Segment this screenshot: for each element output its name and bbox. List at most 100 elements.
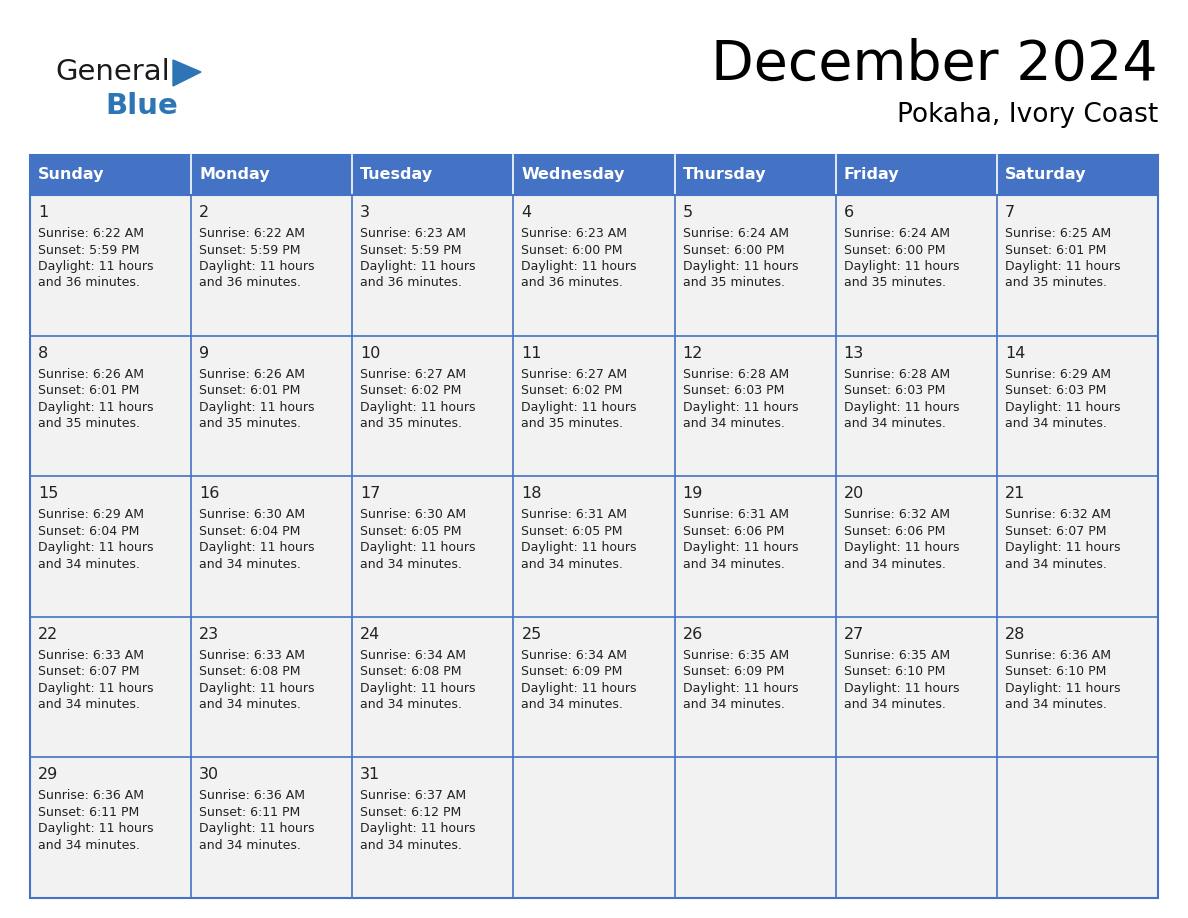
Text: Sunset: 6:03 PM: Sunset: 6:03 PM	[683, 384, 784, 397]
Text: Sunrise: 6:31 AM: Sunrise: 6:31 AM	[683, 509, 789, 521]
Text: Sunrise: 6:35 AM: Sunrise: 6:35 AM	[683, 649, 789, 662]
Text: Monday: Monday	[200, 167, 270, 183]
Text: and 35 minutes.: and 35 minutes.	[522, 417, 624, 431]
Polygon shape	[173, 60, 201, 86]
Text: Sunset: 6:09 PM: Sunset: 6:09 PM	[522, 666, 623, 678]
Text: 31: 31	[360, 767, 380, 782]
Text: Daylight: 11 hours: Daylight: 11 hours	[522, 682, 637, 695]
Text: Daylight: 11 hours: Daylight: 11 hours	[360, 260, 475, 273]
Bar	[353, 195, 513, 336]
Text: Sunrise: 6:36 AM: Sunrise: 6:36 AM	[1005, 649, 1111, 662]
Text: and 36 minutes.: and 36 minutes.	[522, 276, 624, 289]
Bar	[675, 336, 835, 476]
Text: Sunset: 6:12 PM: Sunset: 6:12 PM	[360, 806, 461, 819]
Text: 28: 28	[1005, 627, 1025, 642]
Text: Sunrise: 6:22 AM: Sunrise: 6:22 AM	[200, 227, 305, 240]
Text: Daylight: 11 hours: Daylight: 11 hours	[1005, 542, 1120, 554]
Bar	[30, 336, 191, 476]
Text: Friday: Friday	[843, 167, 899, 183]
Text: and 35 minutes.: and 35 minutes.	[38, 417, 140, 431]
Text: Thursday: Thursday	[683, 167, 766, 183]
Text: Sunset: 6:08 PM: Sunset: 6:08 PM	[200, 666, 301, 678]
Text: 29: 29	[38, 767, 58, 782]
Text: Daylight: 11 hours: Daylight: 11 hours	[38, 682, 153, 695]
Bar	[835, 155, 997, 195]
Bar	[675, 757, 835, 898]
Text: Sunset: 6:05 PM: Sunset: 6:05 PM	[360, 525, 462, 538]
Text: and 34 minutes.: and 34 minutes.	[1005, 699, 1107, 711]
Text: 5: 5	[683, 205, 693, 220]
Bar	[835, 757, 997, 898]
Text: Sunset: 5:59 PM: Sunset: 5:59 PM	[38, 243, 139, 256]
Text: Sunset: 6:00 PM: Sunset: 6:00 PM	[522, 243, 623, 256]
Text: Sunset: 5:59 PM: Sunset: 5:59 PM	[200, 243, 301, 256]
Text: Sunrise: 6:33 AM: Sunrise: 6:33 AM	[38, 649, 144, 662]
Text: 14: 14	[1005, 345, 1025, 361]
Text: Daylight: 11 hours: Daylight: 11 hours	[200, 260, 315, 273]
Bar	[997, 757, 1158, 898]
Bar	[353, 155, 513, 195]
Text: Daylight: 11 hours: Daylight: 11 hours	[843, 682, 959, 695]
Text: Daylight: 11 hours: Daylight: 11 hours	[38, 260, 153, 273]
Text: and 34 minutes.: and 34 minutes.	[200, 839, 301, 852]
Text: 9: 9	[200, 345, 209, 361]
Text: 24: 24	[360, 627, 380, 642]
Text: Sunset: 6:01 PM: Sunset: 6:01 PM	[1005, 243, 1106, 256]
Text: Sunrise: 6:30 AM: Sunrise: 6:30 AM	[360, 509, 467, 521]
Text: Daylight: 11 hours: Daylight: 11 hours	[683, 260, 798, 273]
Bar	[997, 476, 1158, 617]
Text: and 34 minutes.: and 34 minutes.	[200, 558, 301, 571]
Text: 21: 21	[1005, 487, 1025, 501]
Text: Blue: Blue	[105, 92, 178, 120]
Text: Sunset: 6:09 PM: Sunset: 6:09 PM	[683, 666, 784, 678]
Text: Sunset: 6:00 PM: Sunset: 6:00 PM	[683, 243, 784, 256]
Text: and 34 minutes.: and 34 minutes.	[360, 558, 462, 571]
Text: Sunrise: 6:28 AM: Sunrise: 6:28 AM	[683, 367, 789, 381]
Bar	[675, 476, 835, 617]
Text: 4: 4	[522, 205, 531, 220]
Text: Sunrise: 6:24 AM: Sunrise: 6:24 AM	[683, 227, 789, 240]
Text: General: General	[55, 58, 170, 86]
Text: Sunset: 6:04 PM: Sunset: 6:04 PM	[200, 525, 301, 538]
Bar	[513, 617, 675, 757]
Text: 20: 20	[843, 487, 864, 501]
Bar	[835, 476, 997, 617]
Text: 10: 10	[360, 345, 380, 361]
Text: Sunday: Sunday	[38, 167, 105, 183]
Text: Daylight: 11 hours: Daylight: 11 hours	[843, 400, 959, 414]
Text: Sunset: 6:07 PM: Sunset: 6:07 PM	[1005, 525, 1106, 538]
Text: and 34 minutes.: and 34 minutes.	[843, 417, 946, 431]
Text: Sunrise: 6:26 AM: Sunrise: 6:26 AM	[200, 367, 305, 381]
Text: Sunrise: 6:27 AM: Sunrise: 6:27 AM	[360, 367, 467, 381]
Text: Sunrise: 6:30 AM: Sunrise: 6:30 AM	[200, 509, 305, 521]
Bar	[30, 155, 191, 195]
Text: Sunset: 5:59 PM: Sunset: 5:59 PM	[360, 243, 462, 256]
Text: Sunset: 6:11 PM: Sunset: 6:11 PM	[200, 806, 301, 819]
Text: Wednesday: Wednesday	[522, 167, 625, 183]
Text: and 34 minutes.: and 34 minutes.	[38, 558, 140, 571]
Text: Daylight: 11 hours: Daylight: 11 hours	[843, 260, 959, 273]
Text: and 34 minutes.: and 34 minutes.	[1005, 417, 1107, 431]
Text: 6: 6	[843, 205, 854, 220]
Text: and 34 minutes.: and 34 minutes.	[38, 699, 140, 711]
Text: Sunset: 6:08 PM: Sunset: 6:08 PM	[360, 666, 462, 678]
Text: Sunset: 6:03 PM: Sunset: 6:03 PM	[1005, 384, 1106, 397]
Text: Saturday: Saturday	[1005, 167, 1086, 183]
Text: and 36 minutes.: and 36 minutes.	[200, 276, 301, 289]
Text: Daylight: 11 hours: Daylight: 11 hours	[360, 823, 475, 835]
Text: Sunrise: 6:26 AM: Sunrise: 6:26 AM	[38, 367, 144, 381]
Text: Daylight: 11 hours: Daylight: 11 hours	[1005, 682, 1120, 695]
Text: Sunset: 6:01 PM: Sunset: 6:01 PM	[200, 384, 301, 397]
Text: and 34 minutes.: and 34 minutes.	[683, 699, 784, 711]
Text: Daylight: 11 hours: Daylight: 11 hours	[200, 823, 315, 835]
Bar	[997, 617, 1158, 757]
Text: and 35 minutes.: and 35 minutes.	[1005, 276, 1107, 289]
Text: and 34 minutes.: and 34 minutes.	[360, 839, 462, 852]
Bar	[835, 617, 997, 757]
Text: and 35 minutes.: and 35 minutes.	[200, 417, 301, 431]
Text: Sunrise: 6:28 AM: Sunrise: 6:28 AM	[843, 367, 950, 381]
Bar	[997, 336, 1158, 476]
Bar	[675, 195, 835, 336]
Text: Sunrise: 6:23 AM: Sunrise: 6:23 AM	[360, 227, 466, 240]
Text: Daylight: 11 hours: Daylight: 11 hours	[200, 400, 315, 414]
